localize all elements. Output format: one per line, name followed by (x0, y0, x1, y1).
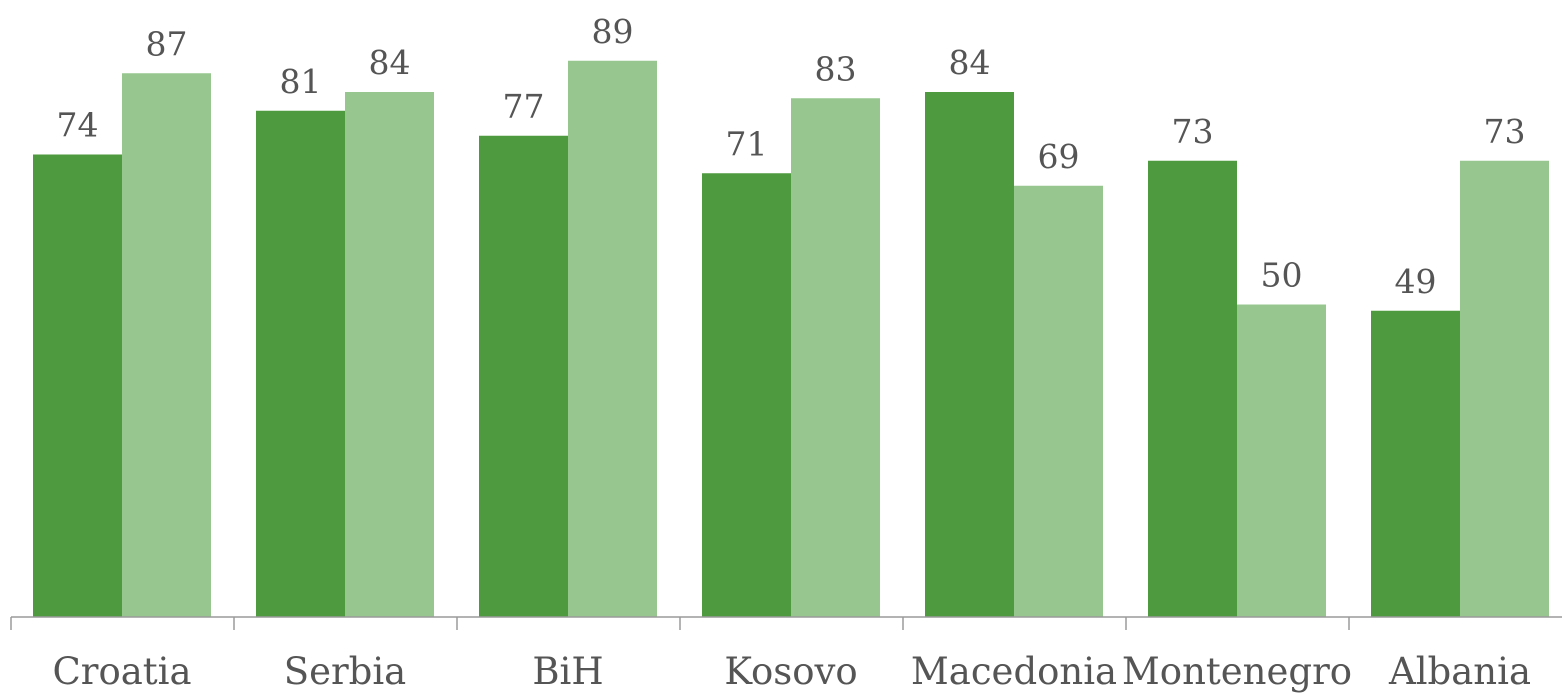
bar-montenegro-series-1 (1148, 160, 1237, 617)
bar-croatia-series-1 (33, 154, 122, 617)
data-label-bih-series-1: 77 (503, 87, 545, 126)
data-label-bih-series-2: 89 (592, 12, 634, 51)
category-label-albania: Albania (1388, 650, 1531, 693)
bar-serbia-series-1 (256, 110, 345, 617)
bars-layer (33, 60, 1549, 617)
bar-albania-series-1 (1371, 310, 1460, 617)
bar-kosovo-series-2 (791, 98, 880, 617)
category-label-macedonia: Macedonia (911, 650, 1117, 693)
data-label-macedonia-series-1: 84 (949, 43, 991, 82)
data-label-albania-series-1: 49 (1395, 262, 1437, 301)
bar-macedonia-series-2 (1014, 185, 1103, 617)
bar-croatia-series-2 (122, 73, 211, 617)
data-label-albania-series-2: 73 (1484, 112, 1526, 151)
category-labels-layer: Croatia Serbia BiH Kosovo Macedonia Montenegr… (52, 650, 1531, 693)
data-label-croatia-series-1: 74 (57, 106, 99, 145)
bar-macedonia-series-1 (925, 92, 1014, 617)
data-label-croatia-series-2: 87 (146, 24, 188, 63)
data-label-montenegro-series-2: 50 (1261, 256, 1303, 295)
data-label-serbia-series-1: 81 (280, 62, 322, 101)
category-label-croatia: Croatia (52, 650, 191, 693)
data-label-kosovo-series-2: 83 (815, 49, 857, 88)
category-label-serbia: Serbia (284, 650, 407, 693)
x-axis-ticks (10, 617, 1350, 630)
bar-bih-series-2 (568, 60, 657, 617)
bar-bih-series-1 (479, 135, 568, 617)
bar-montenegro-series-2 (1237, 304, 1326, 617)
category-label-bih: BiH (532, 650, 603, 693)
data-label-kosovo-series-1: 71 (726, 124, 768, 163)
bar-albania-series-2 (1460, 160, 1549, 617)
data-label-macedonia-series-2: 69 (1038, 137, 1080, 176)
category-label-kosovo: Kosovo (724, 650, 857, 693)
data-labels-layer: 74 87 81 84 77 89 71 83 84 69 73 50 49 73 (57, 12, 1526, 301)
bar-kosovo-series-1 (702, 173, 791, 617)
data-label-montenegro-series-1: 73 (1172, 112, 1214, 151)
data-label-serbia-series-2: 84 (369, 43, 411, 82)
category-label-montenegro: Montenegro (1122, 650, 1352, 693)
bar-serbia-series-2 (345, 92, 434, 617)
